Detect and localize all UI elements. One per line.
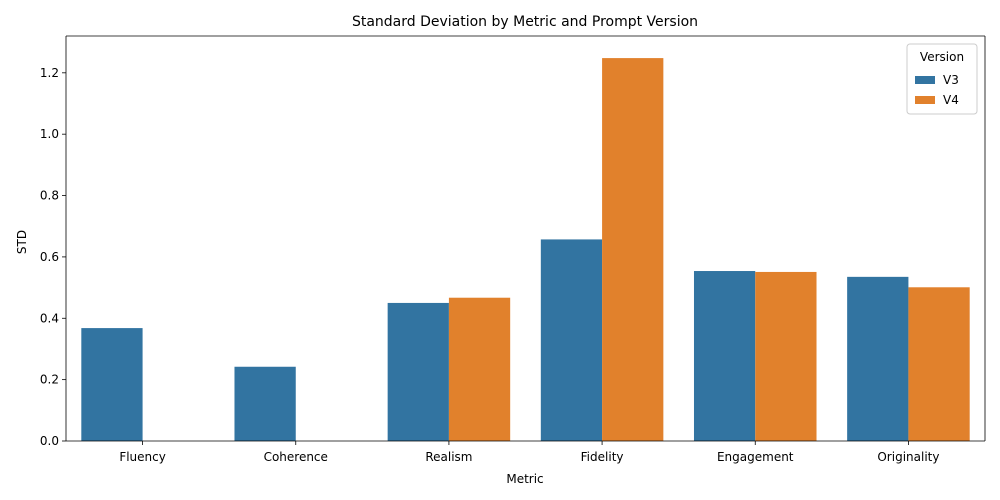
y-tick-label: 0.8 [40,189,59,203]
bar [81,328,143,441]
legend-swatch [915,76,935,84]
y-tick-label: 0.6 [40,250,59,264]
bar [540,239,603,441]
y-tick-label: 0.2 [40,373,59,387]
bar [693,271,756,441]
y-tick-label: 0.4 [40,311,59,325]
x-tick-label: Fidelity [581,450,624,464]
y-tick-label: 1.0 [40,127,59,141]
legend-label: V4 [943,93,959,107]
y-tick-label: 0.0 [40,434,59,448]
legend-swatch [915,96,935,104]
x-tick-label: Originality [877,450,939,464]
x-tick-label: Fluency [119,450,166,464]
x-tick-label: Coherence [264,450,328,464]
legend: Version V3 V4 [906,43,978,115]
bar [908,287,970,441]
legend-label: V3 [943,73,959,87]
x-axis-label: Metric [506,472,543,486]
legend-title: Version [920,50,964,64]
bar [448,297,511,441]
bar [387,302,449,441]
plot-area: 0.0 0.2 0.4 0.6 0.8 1.0 1.2 Fluency Coherence Rea… [40,35,986,464]
chart-title: Standard Deviation by Metric and Prompt … [352,14,698,30]
x-tick-label: Realism [425,450,472,464]
bar [847,276,909,441]
bar [234,366,296,441]
bar [755,271,817,441]
x-tick-label: Engagement [717,450,794,464]
y-tick-label: 1.2 [40,66,59,80]
y-axis-label: STD [15,230,29,254]
bar [602,58,664,441]
